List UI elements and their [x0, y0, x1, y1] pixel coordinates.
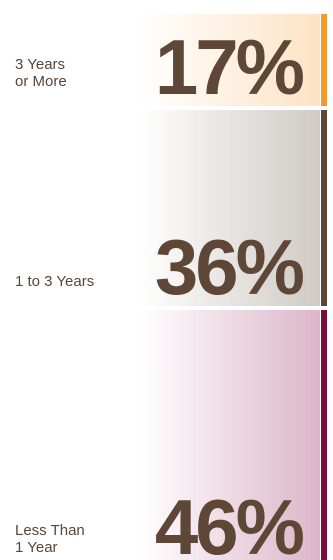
value-label: 17% [154, 23, 305, 111]
category-label: 3 Years or More [15, 56, 67, 90]
category-label: 1 to 3 Years [15, 273, 95, 290]
value-label: 46% [154, 483, 305, 560]
segment-3: Less Than 1 Year 46% [0, 310, 333, 560]
segment-gradient [140, 310, 320, 560]
segment-gradient [140, 110, 320, 306]
value-label: 36% [154, 223, 305, 311]
segment-bar [321, 310, 327, 560]
category-label: Less Than 1 Year [15, 522, 85, 556]
segment-bar [321, 110, 327, 306]
segment-2: 1 to 3 Years 36% [0, 110, 333, 306]
segment-1: 3 Years or More 17% [0, 14, 333, 106]
segment-gradient [140, 14, 320, 106]
segment-bar [321, 14, 327, 106]
